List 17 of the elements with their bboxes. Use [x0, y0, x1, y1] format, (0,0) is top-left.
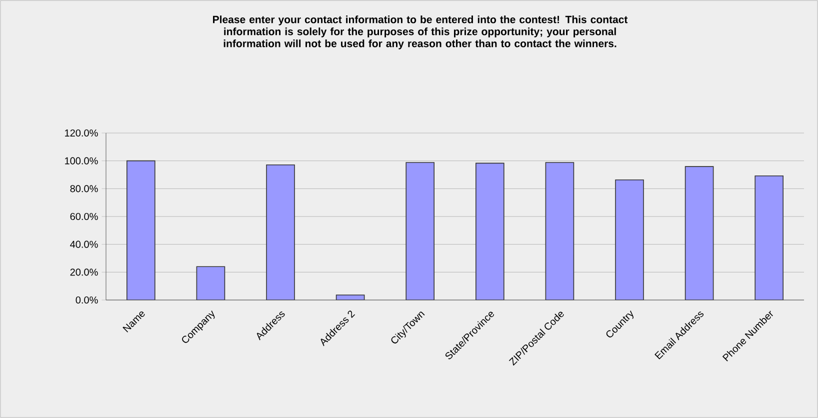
bar: [126, 160, 156, 300]
chart-title: Please enter your contact information to be entered into the contest! This contact information is solely for the purposes of this prize opportunity; your personal information will not be used for any reason other than to contact the winners.: [213, 16, 628, 50]
y-tick-label: 80.0%: [70, 185, 98, 192]
bar: [406, 162, 435, 300]
bar: [754, 175, 784, 300]
bar: [266, 164, 295, 300]
bar: [684, 166, 714, 300]
bar: [476, 162, 504, 300]
y-tick-label: 20.0%: [70, 268, 98, 276]
y-tick-label: 100.0%: [65, 157, 98, 164]
bar: [196, 266, 226, 300]
y-tick-label: 40.0%: [70, 240, 98, 248]
bar: [545, 162, 574, 300]
y-tick-label: 60.0%: [70, 212, 98, 220]
y-tick-label: 0.0%: [76, 296, 98, 304]
bar: [615, 180, 644, 300]
y-tick-label: 120.0%: [65, 129, 98, 137]
